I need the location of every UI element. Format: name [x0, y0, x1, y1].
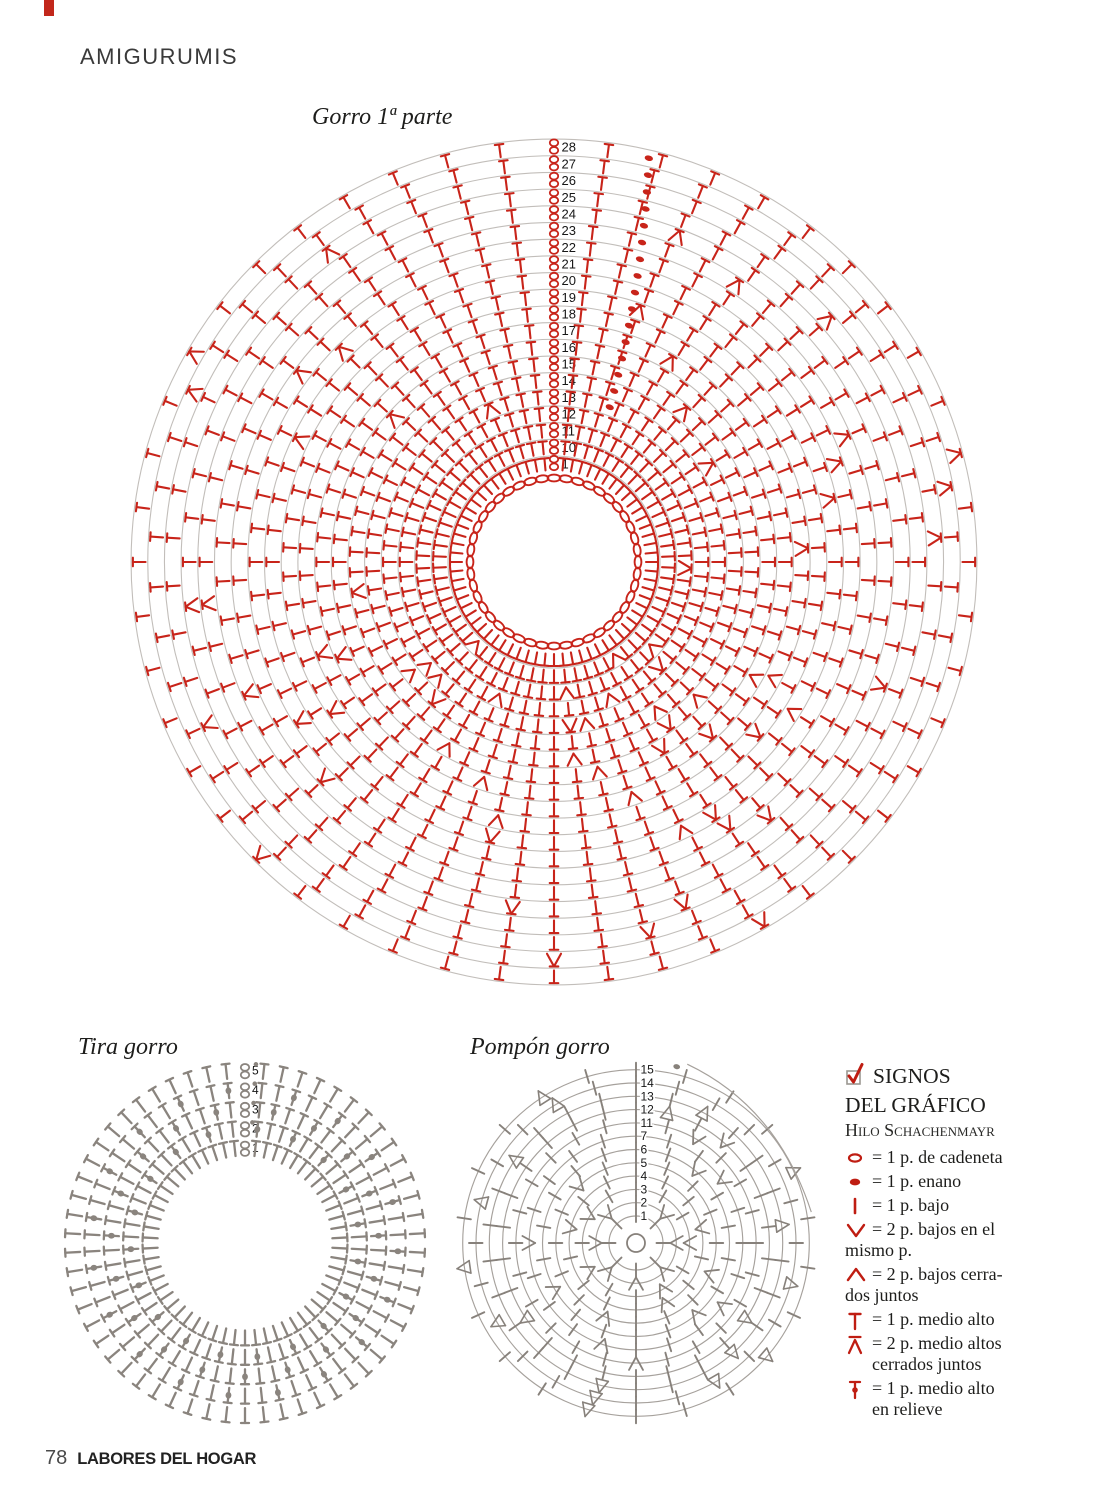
svg-text:2: 2 — [641, 1196, 648, 1210]
svg-text:11: 11 — [562, 423, 576, 438]
svg-text:20: 20 — [562, 273, 576, 288]
svg-text:1: 1 — [562, 457, 569, 472]
svg-text:26: 26 — [562, 173, 576, 188]
legend-item: = 2 p. medio altos cerrados juntos — [845, 1333, 1065, 1375]
svg-text:14: 14 — [641, 1076, 655, 1090]
svg-text:12: 12 — [641, 1103, 655, 1117]
legend-item: = 1 p. de cadeneta — [845, 1147, 1065, 1168]
page-number: 78 — [45, 1447, 68, 1469]
legend-item-label: = 1 p. medio alto — [872, 1378, 995, 1398]
legend-heading-line1: SIGNOS — [873, 1064, 951, 1088]
checkmark-icon — [845, 1062, 867, 1092]
page-footer: 78 LABORES DEL HOGAR — [45, 1447, 256, 1470]
svg-text:23: 23 — [562, 223, 576, 238]
svg-text:3: 3 — [641, 1182, 648, 1196]
legend-heading: SIGNOS DEL GRÁFICO — [845, 1062, 1065, 1118]
svg-text:5: 5 — [641, 1156, 648, 1170]
svg-text:11: 11 — [641, 1116, 654, 1130]
legend-item-label: = 2 p. bajos cerra- — [872, 1264, 1003, 1284]
svg-text:7: 7 — [641, 1129, 648, 1143]
slip-stitch-icon — [845, 1171, 869, 1193]
single-crochet-icon — [845, 1195, 869, 1217]
svg-text:18: 18 — [562, 307, 576, 322]
svg-text:15: 15 — [641, 1063, 655, 1077]
chain-stitch-icon — [845, 1147, 869, 1169]
svg-text:24: 24 — [562, 206, 576, 221]
svg-text:3: 3 — [252, 1102, 259, 1116]
legend-item: = 2 p. bajos cerra-dos juntos — [845, 1264, 1065, 1306]
legend-item-label: = 2 p. medio altos — [872, 1333, 1002, 1353]
tira-chart-title: Tira gorro — [78, 1034, 178, 1060]
legend: SIGNOS DEL GRÁFICO Hilo Schachenmayr = 1… — [845, 1062, 1065, 1423]
magazine-name: LABORES DEL HOGAR — [77, 1450, 257, 1468]
legend-yarn-subheading: Hilo Schachenmayr — [845, 1120, 995, 1140]
legend-item-label: = 1 p. de cadeneta — [872, 1147, 1003, 1167]
section-title: AMIGURUMIS — [80, 44, 238, 69]
legend-item-label: = 1 p. medio alto — [872, 1309, 995, 1329]
pompon-chart-title: Pompón gorro — [470, 1034, 610, 1060]
svg-text:27: 27 — [562, 156, 576, 171]
svg-text:4: 4 — [252, 1083, 259, 1097]
corner-mark — [44, 0, 54, 16]
legend-items: = 1 p. de cadeneta = 1 p. enano = 1 p. baj… — [845, 1147, 1065, 1420]
svg-text:25: 25 — [562, 190, 576, 205]
legend-item: = 1 p. bajo — [845, 1195, 1065, 1216]
svg-text:1: 1 — [641, 1209, 648, 1223]
two-sc-together-icon — [845, 1264, 869, 1286]
legend-item-label: = 1 p. bajo — [872, 1195, 950, 1215]
legend-item-label: dos juntos — [845, 1285, 919, 1305]
svg-text:22: 22 — [562, 240, 576, 255]
svg-text:13: 13 — [641, 1089, 655, 1103]
svg-text:17: 17 — [562, 323, 576, 338]
legend-item-label: = 1 p. enano — [872, 1171, 962, 1191]
legend-item-label: = 2 p. bajos en el — [872, 1219, 996, 1239]
svg-text:4: 4 — [641, 1169, 648, 1183]
half-double-crochet-icon — [845, 1309, 869, 1331]
legend-item: = 2 p. bajos en el mismo p. — [845, 1219, 1065, 1261]
svg-text:28: 28 — [562, 140, 576, 155]
hdc-relief-icon — [845, 1378, 869, 1400]
two-hdc-together-icon — [845, 1333, 869, 1355]
legend-item-label: cerrados juntos — [872, 1354, 982, 1374]
legend-item-label: en relieve — [872, 1399, 943, 1419]
legend-heading-line2: DEL GRÁFICO — [845, 1093, 986, 1117]
svg-text:5: 5 — [252, 1063, 259, 1077]
legend-item: = 1 p. medio alto — [845, 1309, 1065, 1331]
gorro-chart: 110111213141516171819202122232425262728 — [130, 138, 978, 986]
legend-item: = 1 p. medio alto en relieve — [845, 1378, 1065, 1420]
gorro-chart-title: Gorro 1ª parte — [312, 104, 453, 130]
svg-text:6: 6 — [641, 1143, 648, 1157]
legend-item: = 1 p. enano — [845, 1171, 1065, 1192]
two-sc-same-stitch-icon — [845, 1219, 869, 1241]
legend-item-label: mismo p. — [845, 1240, 913, 1260]
svg-text:21: 21 — [562, 256, 576, 271]
svg-text:19: 19 — [562, 290, 576, 305]
